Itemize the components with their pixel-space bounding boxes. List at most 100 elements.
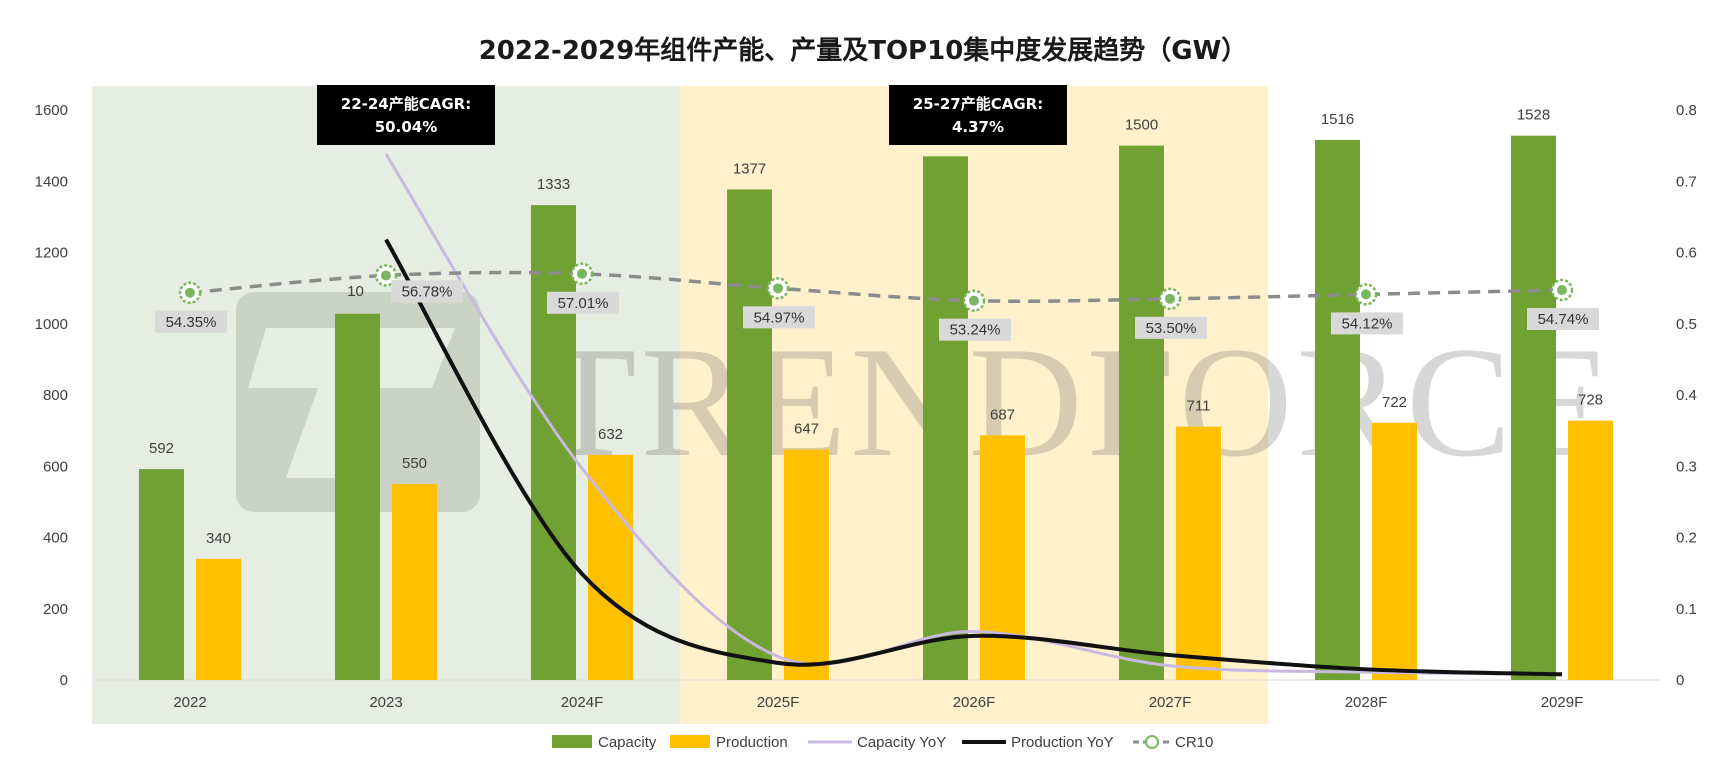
watermark-text: TRENDFORCE	[540, 315, 1616, 490]
legend-cr10-label: CR10	[1175, 734, 1213, 751]
x-axis: 2022 2023 2024F 2025F 2026F 2027F 2028F 2029F	[173, 694, 1583, 711]
cr10-value-label: 56.78%	[402, 283, 453, 300]
production-value-label: 550	[402, 455, 427, 472]
x-tick-label: 2027F	[1149, 694, 1192, 711]
cr10-label-bg	[547, 291, 619, 314]
y-tick-label: 600	[43, 458, 68, 475]
legend-cr10-marker	[1145, 735, 1159, 749]
production-value-label: 632	[598, 426, 623, 443]
y-axis-left: 0 200 400 600 800 1000 1200 1400 1600	[35, 102, 68, 689]
cr10-label-bg	[1135, 316, 1207, 339]
capacity-yoy-line	[384, 153, 1563, 676]
y2-tick-label: 0.6	[1676, 245, 1697, 262]
shaded-region-2	[680, 86, 1268, 724]
capacity-bar	[139, 469, 184, 680]
y-tick-label: 1400	[35, 173, 68, 190]
y2-tick-label: 0.1	[1676, 601, 1697, 618]
cr10-value-label: 54.12%	[1342, 315, 1393, 332]
cr10-marker	[570, 262, 594, 286]
cr10-label-bg	[743, 306, 815, 329]
production-value-label: 647	[794, 421, 819, 438]
cr10-marker-dot	[381, 270, 391, 281]
cagr-annotation-title: 22-24产能CAGR:	[341, 95, 471, 113]
cr10-label-bg	[1527, 307, 1599, 330]
capacity-value-label: 1333	[537, 176, 570, 193]
cr10-marker-dot	[969, 295, 979, 306]
cr10-value-label: 54.97%	[754, 309, 805, 326]
cr10-marker	[1550, 278, 1574, 302]
cr10-marker-dot	[1361, 289, 1371, 300]
capacity-value-label: 10	[347, 283, 364, 300]
cr10-label-bg	[1331, 312, 1403, 335]
cr10-marker-dot	[185, 287, 195, 298]
x-tick-label: 2025F	[757, 694, 800, 711]
cr10-line	[189, 270, 1563, 304]
production-bar	[1372, 422, 1417, 680]
legend-capacity-label: Capacity	[598, 734, 657, 751]
y2-tick-label: 0	[1676, 672, 1684, 689]
cagr-annotation-box	[317, 85, 495, 145]
shaded-regions	[92, 86, 1268, 724]
y2-tick-label: 0.2	[1676, 530, 1697, 547]
production-value-label: 687	[990, 406, 1015, 423]
cr10-value-label: 53.24%	[950, 322, 1001, 339]
legend-production-swatch	[670, 735, 710, 748]
cr10-marker-dot	[1165, 293, 1175, 304]
shaded-region-1	[92, 86, 680, 724]
production-bar	[392, 484, 437, 680]
production-bar	[784, 449, 829, 680]
cagr-annotation-value: 4.37%	[952, 118, 1004, 136]
capacity-value-label: 1516	[1321, 111, 1354, 128]
legend: Capacity Production Capacity YoY Production…	[552, 734, 1213, 751]
cr10-marker	[178, 281, 202, 305]
production-bar	[1568, 420, 1613, 680]
cr10-label-bg	[155, 310, 227, 333]
capacity-bar	[923, 156, 968, 680]
cr10-marker-dot	[1557, 284, 1567, 295]
y2-tick-label: 0.5	[1676, 316, 1697, 333]
y-tick-label: 0	[60, 672, 68, 689]
capacity-value-label: 592	[149, 440, 174, 457]
capacity-bar	[727, 189, 772, 680]
legend-capacity-swatch	[552, 735, 592, 748]
y2-tick-label: 0.4	[1676, 387, 1697, 404]
y-tick-label: 800	[43, 387, 68, 404]
cr10-label-bg	[939, 318, 1011, 341]
capacity-bar	[1511, 135, 1556, 680]
production-bar	[588, 454, 633, 680]
production-value-label: 728	[1578, 392, 1603, 409]
production-bar	[1176, 426, 1221, 680]
cagr-annotation-title: 25-27产能CAGR:	[913, 95, 1043, 113]
yoy-lines	[384, 153, 1563, 677]
cr10-marker	[766, 277, 790, 300]
production-value-label: 340	[206, 530, 231, 547]
y-tick-label: 1600	[35, 102, 68, 119]
cagr-annotation-value: 50.04%	[375, 118, 437, 136]
y2-tick-label: 0.7	[1676, 173, 1697, 190]
x-tick-label: 2023	[369, 694, 402, 711]
cr10-series: 54.35% 56.78% 57.01% 54.97% 53.24% 53.50% 54.1…	[155, 262, 1599, 341]
production-bar	[196, 558, 241, 680]
cr10-marker	[1354, 283, 1378, 306]
legend-production-yoy-label: Production YoY	[1011, 734, 1114, 751]
y-axis-right: 0 0.1 0.2 0.3 0.4 0.5 0.6 0.7 0.8	[1676, 102, 1697, 689]
cr10-marker-dot	[773, 283, 783, 294]
production-yoy-line	[384, 238, 1563, 677]
chart-title: 2022-2029年组件产能、产量及TOP10集中度发展趋势（GW）	[479, 35, 1248, 66]
capacity-bar	[335, 313, 380, 680]
y-tick-label: 1000	[35, 316, 68, 333]
capacity-bar	[531, 205, 576, 680]
cagr-annotations: 22-24产能CAGR: 50.04% 25-27产能CAGR: 4.37%	[317, 85, 1067, 145]
production-value-label: 722	[1382, 394, 1407, 411]
x-tick-label: 2026F	[953, 694, 996, 711]
cr10-value-label: 54.35%	[166, 314, 217, 331]
x-tick-label: 2024F	[561, 694, 604, 711]
cr10-value-label: 57.01%	[558, 295, 609, 312]
cr10-marker-dot	[577, 268, 587, 279]
y-tick-label: 1200	[35, 245, 68, 262]
cagr-annotation-box	[889, 85, 1067, 145]
y2-tick-label: 0.8	[1676, 102, 1697, 119]
capacity-value-label: 1377	[733, 160, 766, 177]
bars	[139, 135, 1613, 681]
